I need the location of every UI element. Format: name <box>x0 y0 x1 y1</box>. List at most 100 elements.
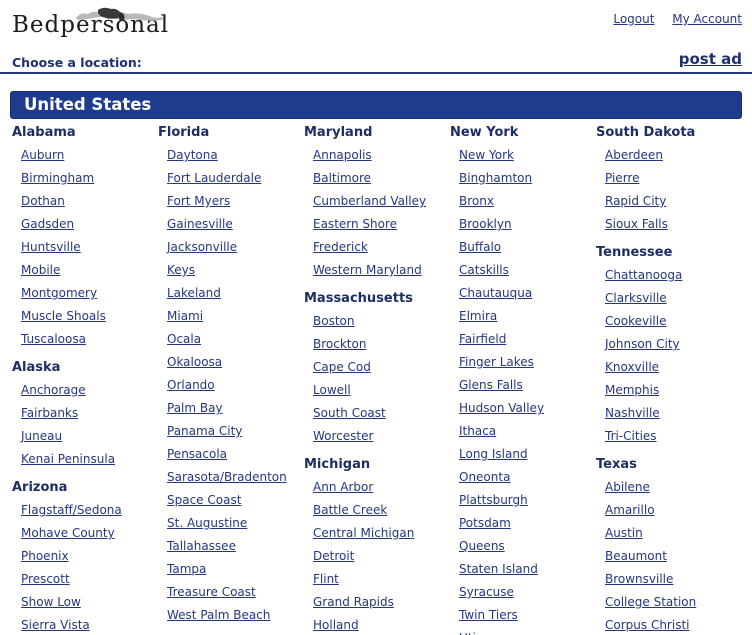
city-link[interactable]: Treasure Coast <box>167 585 256 599</box>
city-link[interactable]: Syracuse <box>459 585 514 599</box>
city-link[interactable]: Rapid City <box>605 194 667 208</box>
city-link[interactable]: Brooklyn <box>459 217 512 231</box>
city-link[interactable]: Keys <box>167 263 196 277</box>
city-link[interactable]: Okaloosa <box>167 355 223 369</box>
city-link[interactable]: Tallahassee <box>167 539 236 553</box>
city-link[interactable]: Hudson Valley <box>459 401 545 415</box>
city-link[interactable]: New York <box>459 148 514 162</box>
city-link[interactable]: Birmingham <box>21 171 95 185</box>
city-link[interactable]: Tuscaloosa <box>21 332 86 346</box>
city-link[interactable]: Boston <box>313 314 355 328</box>
city-link[interactable]: Staten Island <box>459 562 538 576</box>
city-link[interactable]: Central Michigan <box>313 526 415 540</box>
city-link[interactable]: St. Augustine <box>167 516 248 530</box>
city-link[interactable]: Auburn <box>21 148 65 162</box>
city-link[interactable]: Western Maryland <box>313 263 422 277</box>
city-link[interactable]: Utica <box>459 627 490 635</box>
city-link[interactable]: Sarasota/Bradenton <box>167 470 287 484</box>
city-link[interactable]: Cape Cod <box>313 360 371 374</box>
city-link[interactable]: Kenai Peninsula <box>21 452 116 466</box>
city-link[interactable]: Pierre <box>605 171 640 185</box>
city-link[interactable]: Lakeland <box>167 286 221 300</box>
city-link[interactable]: Ocala <box>167 332 202 346</box>
city-link[interactable]: Worcester <box>313 429 374 443</box>
city-link[interactable]: Memphis <box>605 383 660 397</box>
city-link[interactable]: Cookeville <box>605 314 667 328</box>
city-link[interactable]: West Palm Beach <box>167 608 271 622</box>
city-link[interactable]: Brockton <box>313 337 367 351</box>
city-link[interactable]: Mohave County <box>21 526 115 540</box>
city-link[interactable]: Dothan <box>21 194 65 208</box>
city-link[interactable]: Glens Falls <box>459 378 523 392</box>
city-link[interactable]: Aberdeen <box>605 148 663 162</box>
city-link[interactable]: Cumberland Valley <box>313 194 427 208</box>
city-link[interactable]: Annapolis <box>313 148 372 162</box>
city-link[interactable]: Eastern Shore <box>313 217 398 231</box>
city-link[interactable]: Catskills <box>459 263 509 277</box>
city-link[interactable]: Grand Rapids <box>313 595 394 609</box>
city-link[interactable]: Anchorage <box>21 383 86 397</box>
city-link[interactable]: Baltimore <box>313 171 372 185</box>
city-link[interactable]: Gainesville <box>167 217 233 231</box>
city-link[interactable]: Gadsden <box>21 217 75 231</box>
city-link[interactable]: Phoenix <box>21 549 69 563</box>
city-link[interactable]: Show Low <box>21 595 81 609</box>
city-link[interactable]: Daytona <box>167 148 218 162</box>
city-link[interactable]: Tri-Cities <box>605 429 657 443</box>
city-link[interactable]: Clarksville <box>605 291 667 305</box>
city-link[interactable]: Tampa <box>167 562 207 576</box>
city-link[interactable]: Jacksonville <box>167 240 238 254</box>
city-link[interactable]: Corpus Christi <box>605 618 690 632</box>
city-link[interactable]: Flint <box>313 572 339 586</box>
city-link[interactable]: Prescott <box>21 572 70 586</box>
city-link[interactable]: Frederick <box>313 240 368 254</box>
city-link[interactable]: Fort Lauderdale <box>167 171 262 185</box>
city-link[interactable]: Juneau <box>21 429 63 443</box>
city-link[interactable]: Nashville <box>605 406 660 420</box>
city-link[interactable]: Binghamton <box>459 171 533 185</box>
city-link[interactable]: Finger Lakes <box>459 355 534 369</box>
city-link[interactable]: Montgomery <box>21 286 98 300</box>
city-link[interactable]: Beaumont <box>605 549 667 563</box>
city-link[interactable]: Abilene <box>605 480 650 494</box>
city-link[interactable]: Sioux Falls <box>605 217 668 231</box>
city-link[interactable]: Panama City <box>167 424 243 438</box>
city-link[interactable]: Chattanooga <box>605 268 683 282</box>
city-link[interactable]: Chautauqua <box>459 286 533 300</box>
city-link[interactable]: Johnson City <box>605 337 680 351</box>
city-link[interactable]: Elmira <box>459 309 498 323</box>
city-link[interactable]: Palm Bay <box>167 401 223 415</box>
city-link[interactable]: Fairbanks <box>21 406 79 420</box>
city-link[interactable]: Orlando <box>167 378 215 392</box>
city-link[interactable]: Detroit <box>313 549 355 563</box>
city-link[interactable]: Muscle Shoals <box>21 309 106 323</box>
city-link[interactable]: Holland <box>313 618 359 632</box>
post-ad-link[interactable]: post ad <box>678 50 742 68</box>
city-link[interactable]: Miami <box>167 309 204 323</box>
city-link[interactable]: Buffalo <box>459 240 502 254</box>
city-link[interactable]: Twin Tiers <box>459 608 518 622</box>
city-link[interactable]: Flagstaff/Sedona <box>21 503 122 517</box>
city-link[interactable]: Pensacola <box>167 447 228 461</box>
city-link[interactable]: Fairfield <box>459 332 507 346</box>
city-link[interactable]: Ann Arbor <box>313 480 374 494</box>
my-account-link[interactable]: My Account <box>672 12 742 26</box>
city-link[interactable]: Huntsville <box>21 240 81 254</box>
city-link[interactable]: College Station <box>605 595 697 609</box>
city-link[interactable]: Austin <box>605 526 643 540</box>
city-link[interactable]: Brownsville <box>605 572 674 586</box>
site-logo[interactable]: Bedpersonal <box>12 7 169 38</box>
city-link[interactable]: Bronx <box>459 194 494 208</box>
city-link[interactable]: Lowell <box>313 383 351 397</box>
city-link[interactable]: South Coast <box>313 406 386 420</box>
logout-link[interactable]: Logout <box>613 12 655 26</box>
city-link[interactable]: Knoxville <box>605 360 660 374</box>
city-link[interactable]: Ithaca <box>459 424 497 438</box>
city-link[interactable]: Space Coast <box>167 493 242 507</box>
city-link[interactable]: Queens <box>459 539 505 553</box>
city-link[interactable]: Amarillo <box>605 503 655 517</box>
city-link[interactable]: Long Island <box>459 447 528 461</box>
city-link[interactable]: Mobile <box>21 263 61 277</box>
city-link[interactable]: Potsdam <box>459 516 511 530</box>
city-link[interactable]: Sierra Vista <box>21 618 90 632</box>
